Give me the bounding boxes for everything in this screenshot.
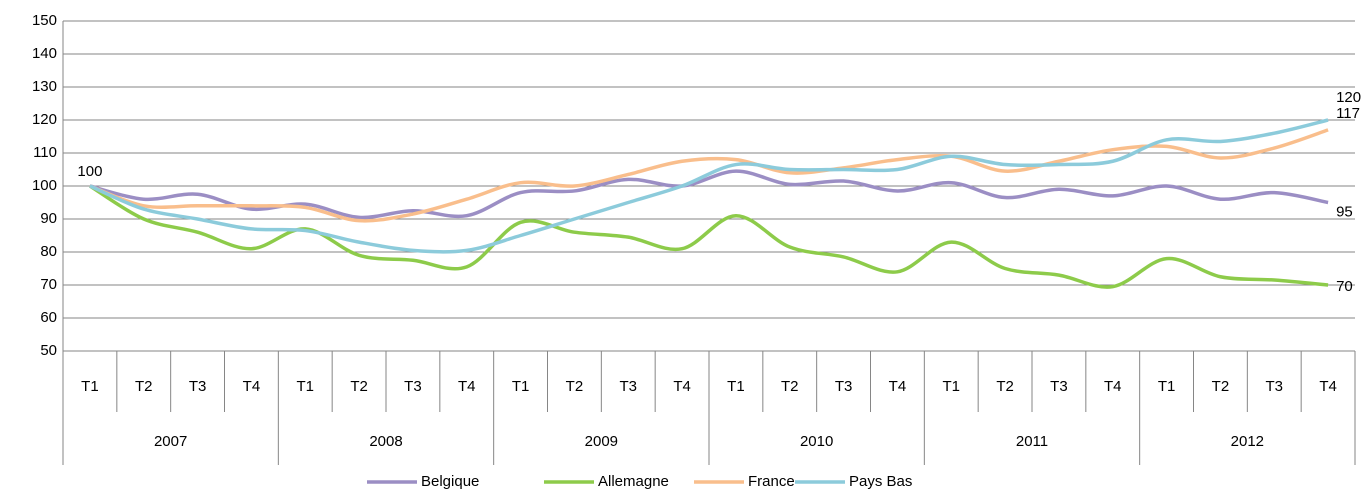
x-tick-label: T3	[619, 378, 637, 395]
x-tick-label: T1	[81, 378, 99, 395]
data-label: 95	[1336, 203, 1353, 220]
x-tick-label: T4	[1319, 378, 1337, 395]
data-label: 120	[1336, 89, 1361, 106]
legend-label: Pays Bas	[849, 473, 912, 490]
x-tick-label: T1	[1158, 378, 1176, 395]
series-line	[89, 118, 1329, 254]
x-tick-label: T2	[1212, 378, 1230, 395]
data-label: 100	[77, 163, 102, 180]
data-label: 117	[1336, 105, 1360, 122]
y-tick-label: 140	[32, 45, 57, 62]
x-group-label: 2007	[154, 433, 187, 450]
x-group-label: 2010	[800, 433, 833, 450]
x-tick-label: T2	[135, 378, 153, 395]
x-tick-label: T2	[350, 378, 368, 395]
y-tick-label: 80	[40, 243, 57, 260]
x-tick-label: T3	[1265, 378, 1283, 395]
x-tick-label: T3	[189, 378, 207, 395]
x-tick-label: T3	[404, 378, 422, 395]
x-tick-label: T2	[566, 378, 584, 395]
x-group-label: 2012	[1231, 433, 1264, 450]
y-tick-label: 60	[40, 309, 57, 326]
x-tick-label: T1	[727, 378, 745, 395]
y-tick-label: 70	[40, 276, 57, 293]
x-tick-label: T4	[458, 378, 476, 395]
x-tick-label: T1	[296, 378, 314, 395]
y-tick-label: 90	[40, 210, 57, 227]
y-tick-label: 110	[33, 144, 57, 161]
y-tick-label: 50	[40, 342, 57, 359]
x-group-label: 2008	[369, 433, 402, 450]
x-tick-label: T1	[942, 378, 960, 395]
y-tick-label: 150	[32, 12, 57, 29]
y-tick-label: 120	[32, 111, 57, 128]
x-tick-label: T2	[781, 378, 799, 395]
y-tick-label: 100	[32, 177, 57, 194]
x-tick-label: T4	[1104, 378, 1122, 395]
x-tick-label: T4	[243, 378, 261, 395]
series-line	[88, 184, 1329, 289]
x-tick-label: T3	[1050, 378, 1068, 395]
x-tick-label: T1	[512, 378, 530, 395]
x-tick-label: T4	[889, 378, 907, 395]
legend-label: France	[748, 473, 795, 490]
x-tick-label: T2	[996, 378, 1014, 395]
x-group-label: 2009	[585, 433, 618, 450]
x-group-label: 2011	[1016, 433, 1048, 450]
data-label: 70	[1336, 278, 1353, 295]
y-tick-label: 130	[32, 78, 57, 95]
series-line	[89, 169, 1329, 220]
x-tick-label: T4	[673, 378, 691, 395]
legend-label: Allemagne	[598, 473, 669, 490]
series-line	[89, 128, 1329, 223]
x-tick-label: T3	[835, 378, 853, 395]
legend-label: Belgique	[421, 473, 479, 490]
